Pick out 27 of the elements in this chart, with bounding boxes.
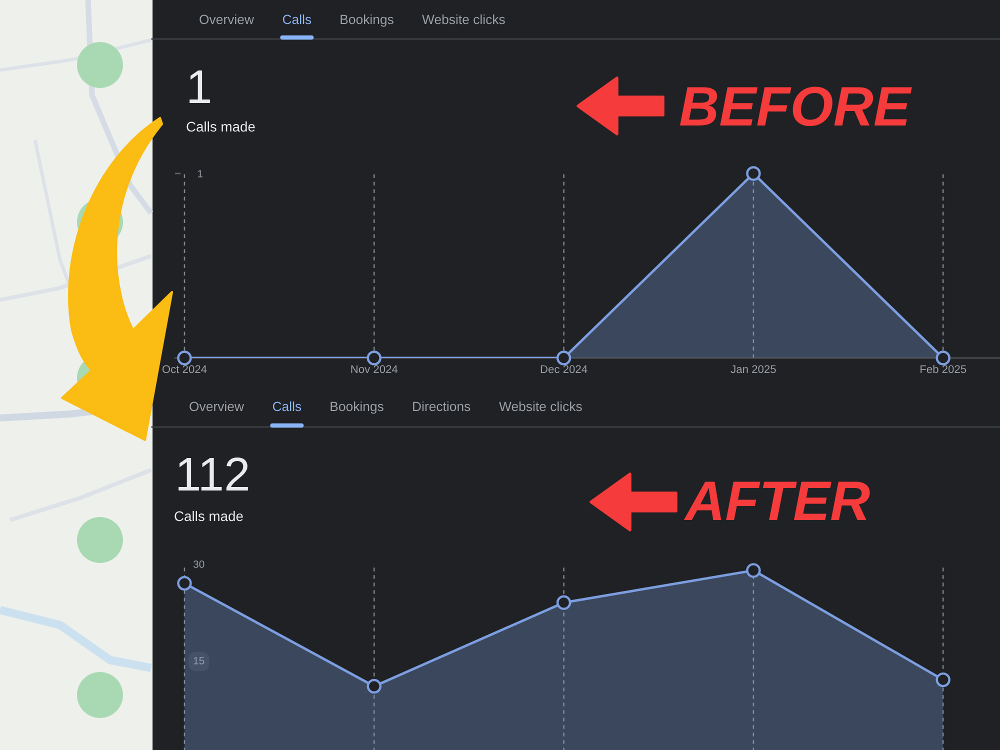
text: Overview	[190, 401, 244, 412]
x-tick-label: Feb 2025	[920, 364, 966, 374]
text: Bookings	[330, 401, 384, 414]
text: Website clicks	[499, 401, 582, 412]
x-tick-label: Dec 2024	[540, 365, 588, 374]
y-tick-label: 15	[194, 657, 204, 664]
y-tick-label: 1	[198, 170, 203, 178]
chart-subtitle: Calls made	[174, 510, 243, 522]
text: BEFORE	[680, 86, 912, 126]
chart-title: 112	[178, 458, 248, 490]
text: Overview	[200, 14, 254, 24]
text: Calls	[272, 401, 302, 412]
x-tick-label: Jan 2025	[730, 365, 776, 374]
point	[177, 576, 192, 591]
text: Website clicks	[422, 14, 505, 24]
text: Bookings	[340, 14, 394, 27]
point	[366, 678, 382, 694]
y-tick-label: 30	[193, 560, 204, 568]
x-tick-label: Oct 2024	[162, 365, 207, 374]
point	[556, 595, 572, 610]
chart-subtitle: Calls made	[186, 121, 255, 132]
text: Calls	[282, 14, 312, 24]
point	[746, 563, 761, 578]
text: Directions	[413, 401, 470, 412]
x-tick-label: Nov 2024	[351, 365, 398, 374]
point	[936, 672, 950, 688]
text: AFTER	[684, 482, 870, 520]
